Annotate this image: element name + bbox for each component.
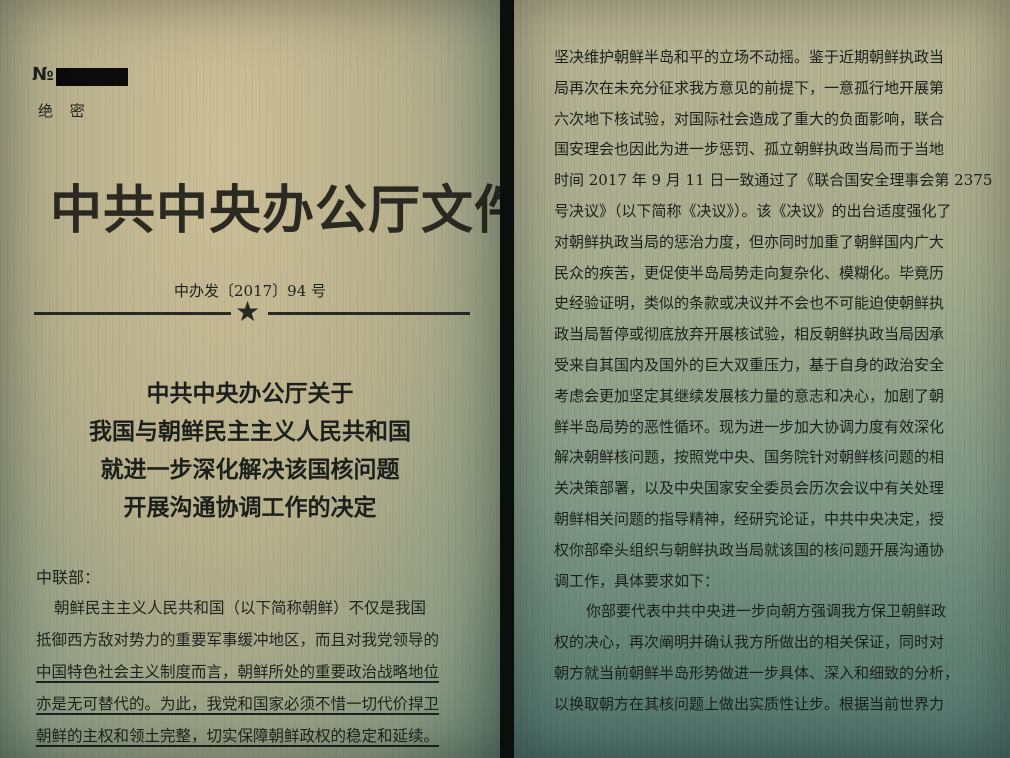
star-icon: ★: [235, 295, 261, 328]
body-text-line: 坚决维护朝鲜半岛和平的立场不动摇。鉴于近期朝鲜执政当: [554, 48, 945, 66]
body-text-line: 抵御西方敌对势力的重要军事缓冲地区，而且对我党领导的: [36, 631, 440, 649]
body-text-line: 考虑会更加坚定其继续发展核力量的意志和决心，加剧了朝: [554, 387, 945, 405]
body-text-line: 你部要代表中共中央进一步向朝方强调我方保卫朝鲜政: [586, 602, 947, 620]
body-text-line: 民众的疾苦，更促使半岛局势走向复杂化、模糊化。毕竟历: [554, 264, 945, 282]
body-text-line: 史经验证明，类似的条款或决议并不会也不可能迫使朝鲜执: [554, 294, 945, 312]
header-rule-left: [34, 312, 231, 315]
salutation: 中联部：: [36, 568, 101, 587]
body-text-line: 亦是无可替代的。为此，我党和国家必须不惜一切代价捍卫: [36, 695, 440, 713]
body-text-line: 权的决心，再次阐明并确认我方所做出的相关保证，同时对: [554, 633, 945, 651]
body-text-line: 政当局暂停或彻底放弃开展核试验，相反朝鲜执政当局因承: [554, 325, 945, 343]
body-text-line: 朝鲜相关问题的指导精神，经研究论证，中共中央决定，授: [554, 510, 945, 528]
document-header-title: 中共中央办公厅文件: [50, 180, 500, 241]
body-text-line: 时间 2017 年 9 月 11 日一致通过了《联合国安全理事会第 2375: [554, 171, 993, 189]
left-page: № 绝 密 中共中央办公厅文件 中办发〔2017〕94 号 ★ 中共中央办公厅关…: [0, 0, 500, 758]
right-page: 坚决维护朝鲜半岛和平的立场不动摇。鉴于近期朝鲜执政当 局再次在未充分征求我方意见的…: [514, 0, 1010, 758]
body-text-line: 调工作，具体要求如下：: [554, 572, 720, 590]
serial-number-redaction: [56, 68, 128, 86]
body-text-line: 以换取朝方在其核问题上做出实质性让步。根据当前世界力: [554, 695, 945, 713]
document-number: 中办发〔2017〕94 号: [173, 282, 327, 300]
body-text-line: 六次地下核试验，对国际社会造成了重大的负面影响，联合: [554, 110, 945, 128]
body-text-line: 局再次在未充分征求我方意见的前提下，一意孤行地开展第: [554, 79, 945, 97]
body-text-line: 国安理会也因此为进一步惩罚、孤立朝鲜执政当局而于当地: [554, 140, 945, 158]
body-text-line: 受来自其国内及国外的巨大双重压力，基于自身的政治安全: [554, 356, 945, 374]
header-rule-right: [268, 312, 470, 315]
body-text-line: 解决朝鲜核问题，按照党中央、国务院针对朝鲜核问题的相: [554, 448, 945, 466]
body-text-line: 朝鲜民主主义人民共和国（以下简称朝鲜）不仅是我国: [54, 599, 427, 617]
body-text-line: 朝方就当前朝鲜半岛形势做进一步具体、深入和细致的分析，: [554, 664, 960, 682]
document-title-line: 开展沟通协调工作的决定: [123, 495, 377, 521]
body-text-line: 对朝鲜执政当局的惩治力度，但亦同时加重了朝鲜国内广大: [554, 233, 945, 251]
serial-label: №: [32, 64, 54, 85]
document-title-line: 中共中央办公厅关于: [146, 381, 354, 407]
body-text-line: 关决策部署，以及中央国家安全委员会历次会议中有关处理: [554, 479, 945, 497]
document-title-line: 就进一步深化解决该国核问题: [100, 457, 400, 483]
document-title-line: 我国与朝鲜民主主义人民共和国: [89, 419, 411, 445]
classification-mark: 绝 密: [38, 102, 91, 120]
body-text-line: 号决议》（以下简称《决议》）。该《决议》的出台适度强化了: [554, 202, 952, 220]
body-text-line: 中国特色社会主义制度而言，朝鲜所处的重要政治战略地位: [36, 663, 440, 681]
body-text-line: 朝鲜的主权和领土完整，切实保障朝鲜政权的稳定和延续。: [36, 727, 440, 745]
body-text-line: 鲜半岛局势的恶性循环。现为进一步加大协调力度有效深化: [554, 418, 945, 436]
body-text-line: 权你部牵头组织与朝鲜执政当局就该国的核问题开展沟通协: [554, 541, 945, 559]
